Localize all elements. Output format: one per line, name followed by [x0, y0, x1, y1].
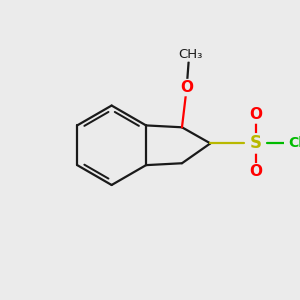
Text: O: O: [249, 107, 262, 122]
Text: CH₃: CH₃: [178, 48, 203, 61]
Text: O: O: [249, 164, 262, 179]
Text: O: O: [180, 80, 193, 95]
Text: S: S: [250, 134, 262, 152]
Text: Cl: Cl: [288, 136, 300, 150]
